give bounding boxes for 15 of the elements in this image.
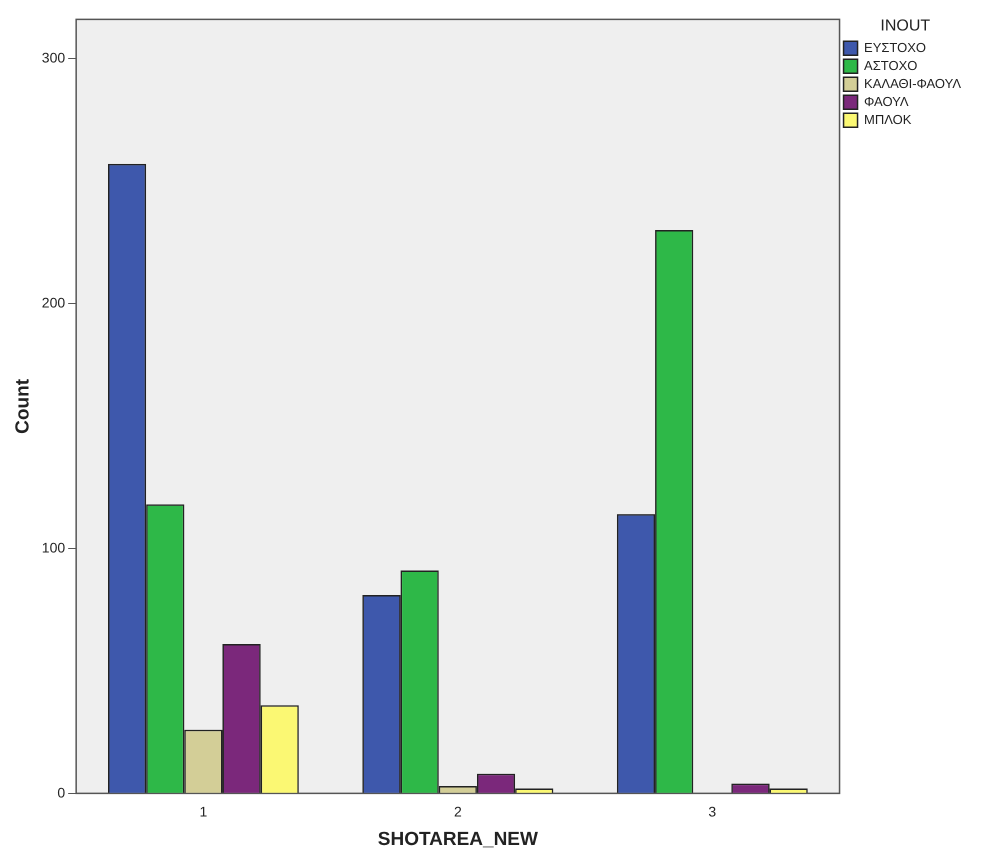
legend-label: ΚΑΛΑΘΙ-ΦΑΟΥΛ [864, 76, 962, 91]
legend-title: INOUT [880, 17, 930, 34]
y-tick-label: 300 [42, 49, 66, 66]
legend-label: ΑΣΤΟΧΟ [864, 58, 918, 73]
x-axis-title: SHOTAREA_NEW [378, 828, 538, 850]
legend-label: ΜΠΛΟΚ [864, 112, 912, 127]
y-tick-label: 0 [57, 784, 66, 800]
legend-label: ΕΥΣΤΟΧΟ [864, 40, 926, 55]
y-tick-label: 100 [42, 539, 66, 556]
y-axis-title: Count [12, 378, 34, 434]
x-tick-label: 2 [454, 804, 462, 820]
y-tick-label: 200 [42, 294, 66, 310]
x-tick-label: 1 [199, 804, 208, 820]
legend-label: ΦΑΟΥΛ [864, 94, 909, 109]
x-tick-label: 3 [708, 804, 716, 820]
